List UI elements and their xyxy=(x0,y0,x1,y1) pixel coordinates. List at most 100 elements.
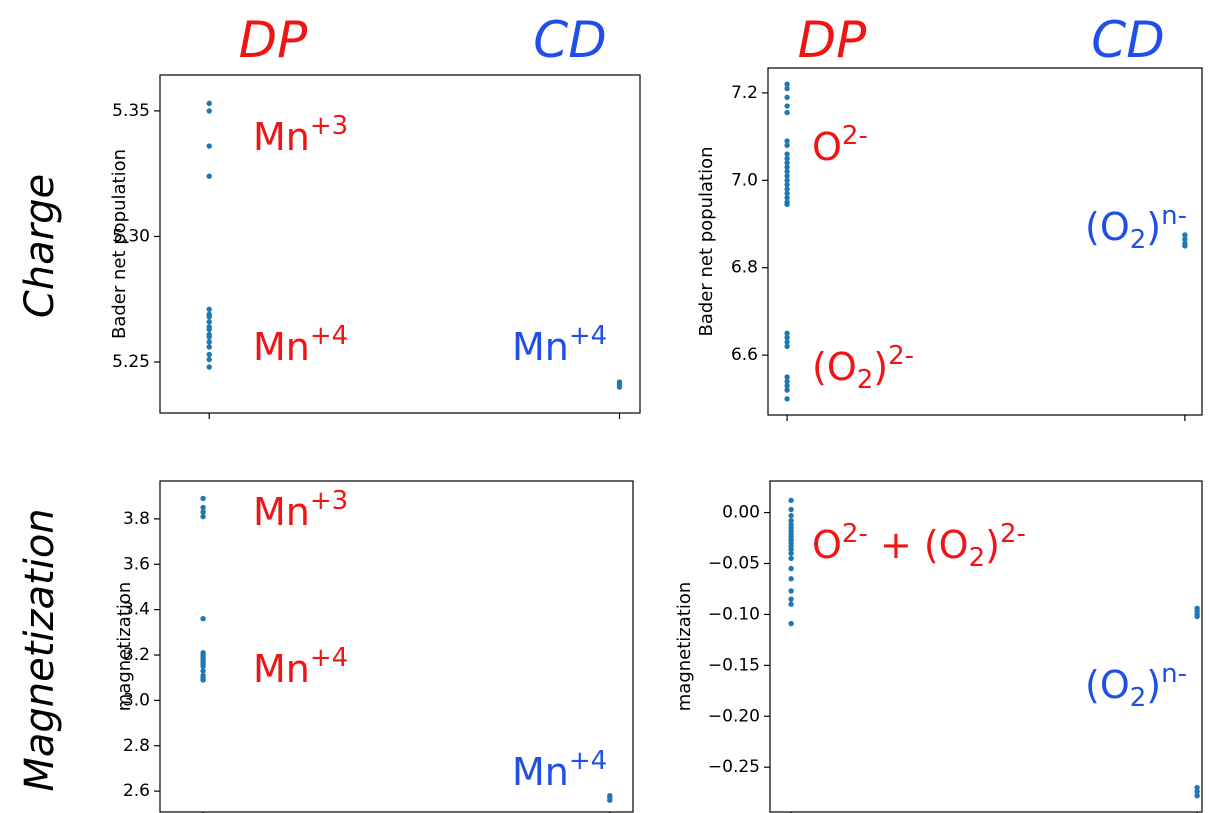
point xyxy=(784,142,790,149)
point xyxy=(206,356,212,363)
annotation-sup: n- xyxy=(1161,201,1187,231)
annotation: Mn+3 xyxy=(253,111,348,159)
y-tick-label: 6.8 xyxy=(731,258,758,278)
annotation-text: ) xyxy=(1146,205,1161,249)
column-label: CD xyxy=(1091,11,1164,69)
y-tick-label: 5.35 xyxy=(112,101,150,121)
subplot: 2.62.83.03.23.43.63.8magnetizationMn+3Mn… xyxy=(114,480,634,813)
annotation: O2- xyxy=(812,121,868,169)
point xyxy=(200,504,206,511)
annotation-text: (O xyxy=(812,345,857,389)
y-tick-label: 3.2 xyxy=(123,645,150,665)
point xyxy=(784,396,790,402)
annotation-text: + (O xyxy=(868,523,969,567)
annotation: Mn+4 xyxy=(512,746,607,794)
point xyxy=(206,339,212,345)
annotation-sup: +4 xyxy=(569,321,607,351)
annotation-text: Mn xyxy=(253,115,310,159)
annotation-text: O xyxy=(812,523,842,567)
plot-frame xyxy=(769,480,1203,813)
point xyxy=(206,108,212,114)
point xyxy=(206,364,212,370)
point xyxy=(784,94,790,100)
point xyxy=(784,85,790,92)
point xyxy=(206,306,212,312)
point xyxy=(784,109,790,116)
y-tick-label: −0.05 xyxy=(708,553,760,573)
point xyxy=(784,186,790,192)
point xyxy=(616,384,623,390)
point xyxy=(788,506,794,513)
annotation: O2- + (O2)2- xyxy=(812,519,1026,573)
point xyxy=(206,344,212,350)
point xyxy=(200,668,206,674)
column-label: DP xyxy=(798,11,868,69)
point xyxy=(788,565,794,572)
point xyxy=(200,495,206,502)
y-tick-label: −0.15 xyxy=(708,655,760,675)
annotation-text: Mn xyxy=(512,750,569,794)
point xyxy=(1194,784,1200,791)
annotation-text: Mn xyxy=(253,325,310,369)
point xyxy=(788,497,794,504)
point xyxy=(788,596,794,602)
row-label: Charge xyxy=(17,174,63,318)
annotation: Mn+4 xyxy=(253,321,348,369)
point xyxy=(1194,613,1200,620)
point xyxy=(784,81,790,87)
y-axis-label: Bader net population xyxy=(696,146,717,336)
y-tick-label: 5.25 xyxy=(112,352,150,372)
subplot: −0.25 −0.20 −0.15 −0.10 −0.05 0.00 magnetizati… xyxy=(674,480,1203,813)
annotation-text: (O xyxy=(1085,205,1130,249)
y-tick-label: 2.6 xyxy=(123,781,150,801)
point xyxy=(784,383,790,389)
point xyxy=(206,351,212,358)
point xyxy=(784,151,790,157)
y-tick-label: −0.10 xyxy=(708,604,760,624)
y-tick-label: 7.0 xyxy=(731,170,758,190)
point xyxy=(784,103,790,109)
annotation-sup: +4 xyxy=(310,643,348,673)
y-tick-label: 3.8 xyxy=(123,509,150,529)
annotation-text: ) xyxy=(985,523,1000,567)
y-tick-label: 3.4 xyxy=(123,600,150,620)
plot-frame xyxy=(159,74,641,414)
annotation-sub: 2 xyxy=(969,543,986,573)
annotation: (O2)2- xyxy=(812,341,914,395)
point xyxy=(784,334,790,341)
annotation: Mn+3 xyxy=(253,486,348,534)
point xyxy=(784,181,790,188)
point xyxy=(200,677,206,683)
point xyxy=(788,620,794,627)
point xyxy=(788,588,794,594)
annotation-sub: 2 xyxy=(857,365,874,395)
point xyxy=(200,509,206,515)
point xyxy=(1182,232,1188,238)
point xyxy=(200,513,206,520)
annotation-text: ) xyxy=(1146,663,1161,707)
point xyxy=(1194,793,1200,799)
point xyxy=(206,319,212,325)
annotation-sup: 2- xyxy=(888,341,914,371)
point xyxy=(784,374,790,380)
point xyxy=(788,518,794,524)
y-tick-label: 7.2 xyxy=(731,83,758,103)
column-label: CD xyxy=(533,11,606,69)
y-axis-label: magnetization xyxy=(674,582,695,712)
annotation-sup: 2- xyxy=(1000,519,1026,549)
y-axis-label: Bader net population xyxy=(109,149,130,339)
point xyxy=(788,546,794,552)
point xyxy=(206,314,212,320)
column-label: DP xyxy=(239,11,309,69)
point xyxy=(784,387,790,393)
point xyxy=(784,168,790,175)
plot-frame xyxy=(159,480,634,813)
point xyxy=(784,190,790,197)
annotation-text: Mn xyxy=(253,647,310,691)
y-tick-label: 0.00 xyxy=(722,503,760,523)
annotation-text: O xyxy=(812,125,842,169)
y-tick-label: −0.25 xyxy=(708,757,760,777)
